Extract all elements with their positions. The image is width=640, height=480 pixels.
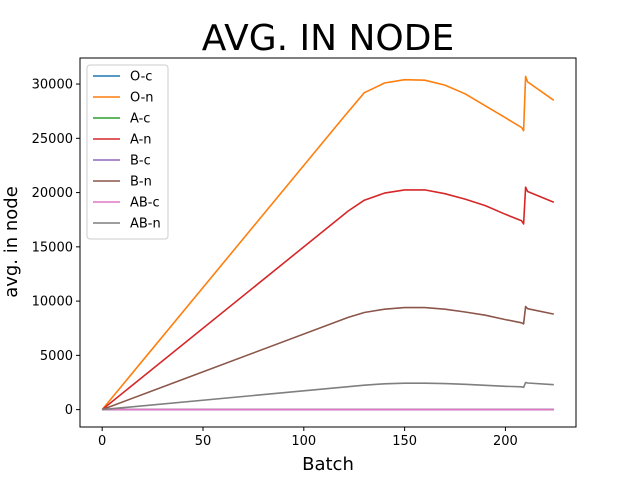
y-axis-ticks: 0 5000 10000 15000 20000 25000 30000 — [32, 78, 80, 418]
legend-label: AB-n — [130, 217, 161, 232]
series-line-a-n — [101, 186, 555, 411]
x-tick-label: 100 — [291, 434, 316, 449]
x-tick-label: 0 — [98, 434, 106, 449]
y-tick-label: 15000 — [32, 240, 73, 255]
y-tick-label: 30000 — [32, 78, 73, 93]
plot-lines — [101, 75, 555, 411]
legend-label: O-c — [130, 70, 152, 85]
legend-label: B-n — [130, 175, 152, 190]
legend-label: O-n — [130, 91, 154, 106]
x-tick-label: 50 — [195, 434, 212, 449]
legend: O-c O-n A-c A-n B-c B-n AB-c AB-n — [86, 64, 169, 240]
legend-box — [86, 64, 169, 240]
y-tick-label: 20000 — [32, 186, 73, 201]
chart-title: AVG. IN NODE — [202, 18, 454, 59]
series-line-ab-n — [102, 381, 554, 411]
y-tick-label: 10000 — [32, 295, 73, 310]
legend-label: AB-c — [130, 196, 160, 211]
series-line-o-n — [101, 75, 555, 411]
series-line-b-n — [101, 305, 554, 411]
legend-label: B-c — [130, 154, 151, 169]
legend-label: A-n — [130, 133, 152, 148]
x-axis-label: Batch — [302, 454, 354, 475]
x-tick-label: 150 — [392, 434, 417, 449]
plot-frame — [79, 57, 577, 428]
y-axis-label: avg. in node — [1, 186, 22, 298]
x-tick-label: 200 — [493, 434, 518, 449]
y-tick-label: 5000 — [40, 349, 73, 364]
y-tick-label: 25000 — [32, 132, 73, 147]
y-tick-label: 0 — [65, 403, 73, 418]
legend-label: A-c — [130, 112, 150, 127]
x-axis-ticks: 0 50 100 150 200 — [98, 427, 518, 449]
